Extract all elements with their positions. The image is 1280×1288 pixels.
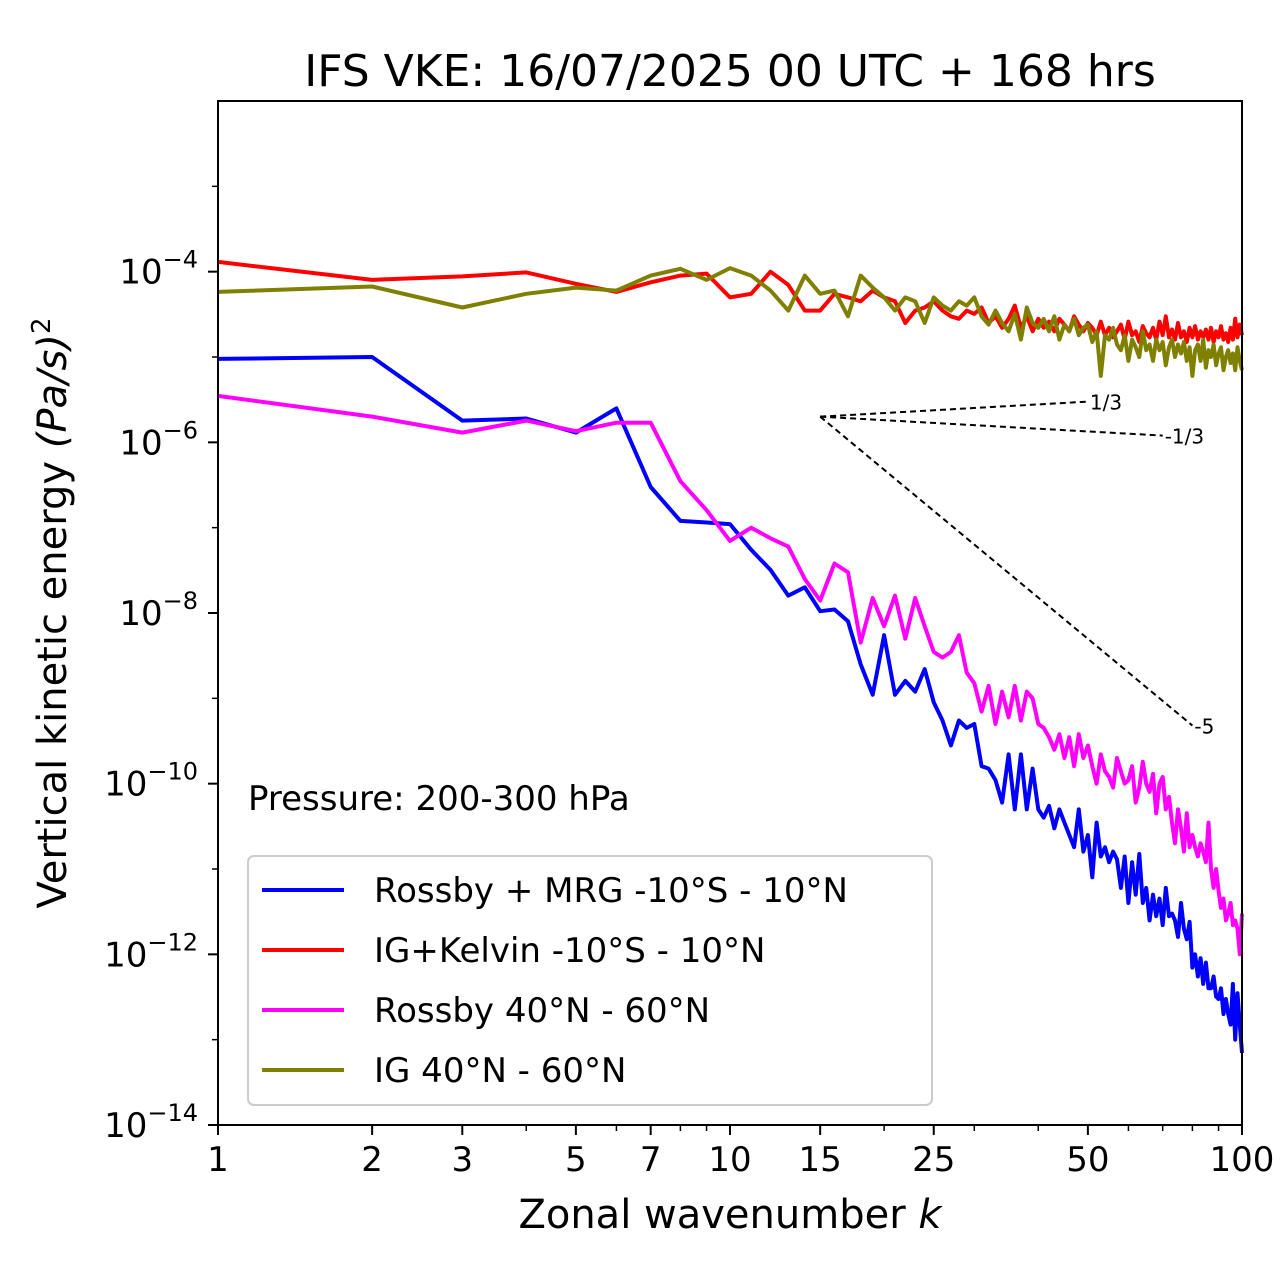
plot-frame	[217, 100, 1243, 1126]
x-tick-label: 3	[451, 1140, 473, 1180]
reference-line-label: -5	[1194, 715, 1214, 739]
x-tick-label: 5	[565, 1140, 587, 1180]
series-line	[217, 266, 1244, 378]
y-tick-label: 10−8	[119, 587, 198, 634]
x-tick-label: 1	[207, 1140, 229, 1180]
y-tick-label: 10−14	[104, 1099, 198, 1146]
y-tick-label: 10−6	[119, 416, 198, 463]
series-line	[217, 393, 1244, 957]
x-tick-label: 25	[912, 1140, 955, 1180]
axis-ticks: 1 2 3 5 7 10 15 25 50 100 10−4 10−6 10−8 10−10 10−12 10…	[104, 185, 1275, 1180]
x-tick-label: 2	[361, 1140, 383, 1180]
y-tick-label: 10−10	[104, 758, 198, 805]
y-axis-label-group: Vertical kinetic energy (Pa/s)2	[27, 318, 76, 909]
legend-box	[247, 855, 933, 1106]
y-tick-label: 10−4	[119, 246, 198, 293]
x-tick-label: 50	[1066, 1140, 1109, 1180]
legend-label: IG+Kelvin -10°S - 10°N	[374, 931, 765, 971]
reference-line-label: 1/3	[1090, 391, 1122, 415]
pressure-annotation: Pressure: 200-300 hPa	[248, 779, 630, 819]
x-tick-label: 15	[799, 1140, 842, 1180]
x-tick-label: 7	[640, 1140, 662, 1180]
reference-line	[820, 415, 1163, 437]
legend: Rossby + MRG -10°S - 10°N IG+Kelvin -10°S…	[247, 855, 933, 1106]
chart-title: IFS VKE: 16/07/2025 00 UTC + 168 hrs	[304, 46, 1156, 97]
reference-lines: 1/3 -1/3 -5	[819, 391, 1214, 739]
reference-line	[819, 415, 1194, 727]
y-axis-label: Vertical kinetic energy (Pa/s)2	[27, 318, 76, 909]
series-lines	[217, 259, 1244, 1054]
x-tick-label: 10	[708, 1140, 751, 1180]
reference-line	[820, 400, 1088, 418]
y-tick-label: 10−12	[104, 928, 198, 975]
x-tick-label: 100	[1210, 1140, 1275, 1180]
legend-label: IG 40°N - 60°N	[374, 1051, 626, 1091]
legend-label: Rossby 40°N - 60°N	[374, 991, 710, 1031]
series-line	[217, 355, 1244, 1054]
legend-label: Rossby + MRG -10°S - 10°N	[374, 871, 848, 911]
reference-line-label: -1/3	[1165, 425, 1204, 449]
x-axis-label: Zonal wavenumber k	[518, 1192, 943, 1238]
